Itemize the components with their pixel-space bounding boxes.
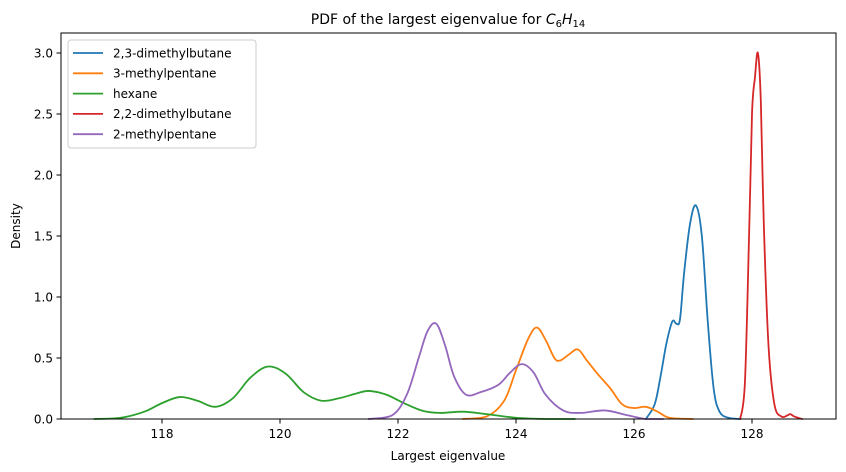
x-tick-label: 128 bbox=[741, 427, 764, 441]
legend-item: 2,2-dimethylbutane bbox=[73, 107, 231, 121]
density-curves bbox=[93, 51, 804, 420]
legend-item: 3-methylpentane bbox=[73, 67, 216, 81]
y-tick-label: 2.5 bbox=[34, 107, 53, 121]
legend-item: hexane bbox=[73, 87, 157, 101]
x-tick-label: 124 bbox=[505, 427, 528, 441]
y-tick-label: 2.0 bbox=[34, 168, 53, 182]
legend-box bbox=[67, 39, 257, 149]
y-axis-ticks: 0.0 0.5 1.0 1.5 2.0 2.5 3.0 bbox=[34, 46, 61, 426]
y-tick-label: 1.0 bbox=[34, 290, 53, 304]
x-tick-label: 126 bbox=[623, 427, 646, 441]
plot-area bbox=[60, 32, 837, 420]
curve-2-methylpentane bbox=[367, 322, 665, 420]
legend-label: 2-methylpentane bbox=[113, 128, 216, 142]
x-tick-label: 122 bbox=[387, 427, 410, 441]
y-tick-label: 1.5 bbox=[34, 229, 53, 243]
curve-3-methylpentane bbox=[462, 326, 694, 420]
curve-hexane bbox=[93, 365, 576, 420]
x-axis-label: Largest eigenvalue bbox=[391, 449, 506, 463]
legend-label: hexane bbox=[113, 87, 157, 101]
legend: 2,3-dimethylbutane 3-methylpentane hexane 2… bbox=[67, 39, 257, 149]
legend-label: 3-methylpentane bbox=[113, 67, 216, 81]
legend-label: 2,3-dimethylbutane bbox=[113, 46, 231, 60]
y-tick-label: 3.0 bbox=[34, 46, 53, 60]
legend-item: 2,3-dimethylbutane bbox=[73, 46, 231, 60]
y-tick-label: 0.5 bbox=[34, 351, 53, 365]
x-tick-label: 118 bbox=[151, 427, 174, 441]
curve-2-2-dimethylbutane bbox=[739, 51, 804, 420]
y-axis-label: Density bbox=[9, 203, 23, 249]
y-tick-label: 0.0 bbox=[34, 412, 53, 426]
legend-item: 2-methylpentane bbox=[73, 128, 216, 142]
curve-2-3-dimethylbutane bbox=[644, 204, 742, 420]
chart-title: PDF of the largest eigenvalue for C6H14 bbox=[311, 12, 586, 30]
x-axis-ticks: 118 120 122 124 126 128 bbox=[151, 419, 764, 441]
axes-frame bbox=[60, 32, 837, 420]
legend-label: 2,2-dimethylbutane bbox=[113, 107, 231, 121]
x-tick-label: 120 bbox=[269, 427, 292, 441]
